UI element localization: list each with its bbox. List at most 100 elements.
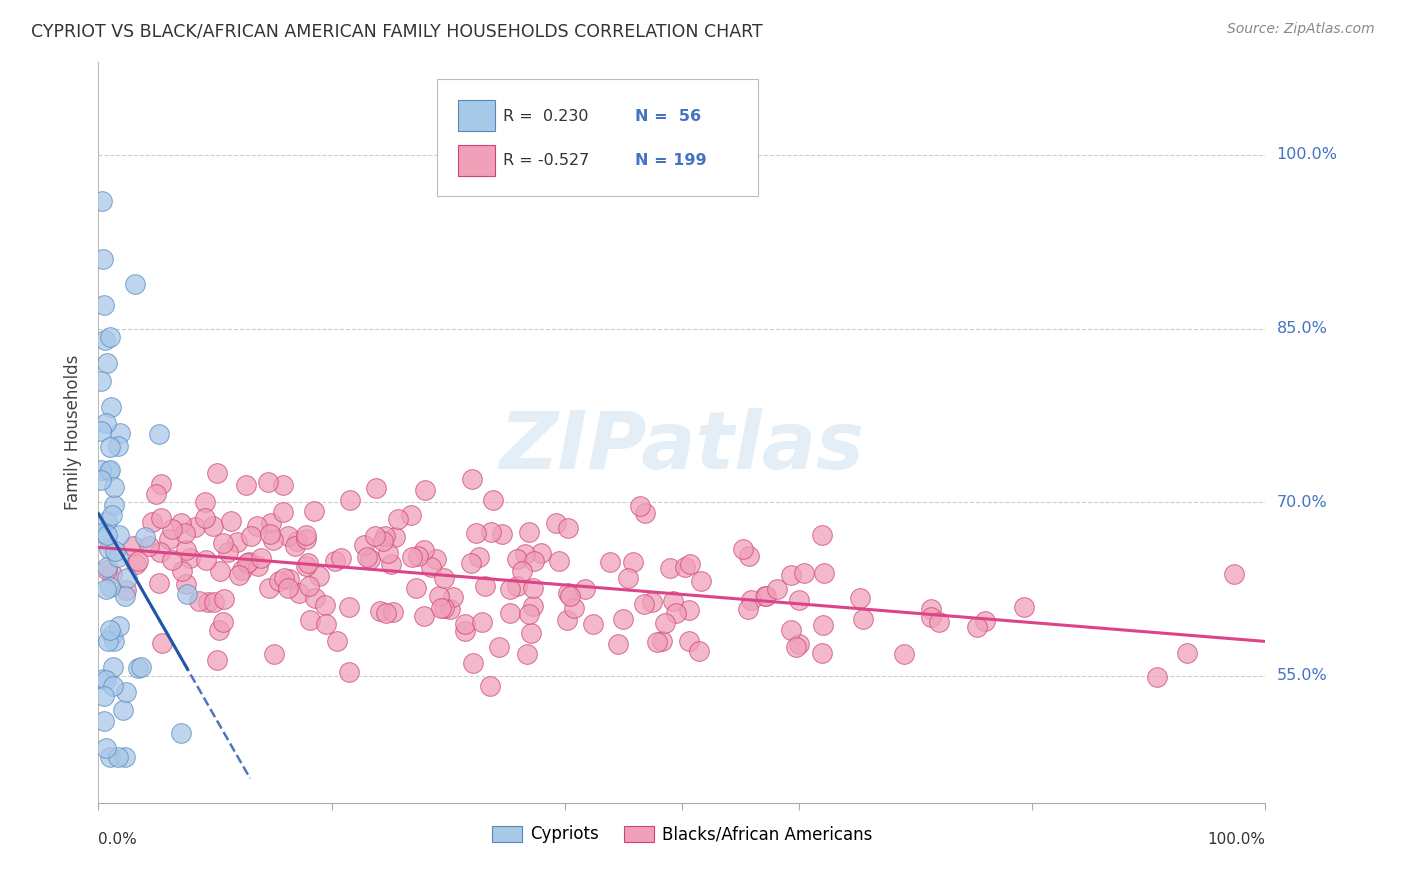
Point: [516, 647, 538, 661]
Point: [149, 545, 172, 559]
Point: [170, 516, 193, 530]
Point: [273, 571, 295, 585]
Point: [249, 550, 271, 565]
Point: [121, 539, 143, 553]
Point: [811, 528, 834, 542]
Y-axis label: Family Households: Family Households: [65, 355, 83, 510]
Point: [427, 589, 450, 603]
Point: [813, 617, 835, 632]
Point: [104, 543, 127, 558]
Point: [633, 506, 655, 520]
Point: [138, 539, 160, 553]
Point: [96, 560, 118, 574]
Point: [314, 598, 336, 612]
Point: [98, 749, 121, 764]
Point: [94, 417, 117, 431]
Point: [633, 598, 655, 612]
Text: 55.0%: 55.0%: [1277, 668, 1327, 683]
Point: [277, 582, 299, 596]
Point: [356, 549, 378, 564]
Point: [368, 604, 391, 618]
Point: [170, 726, 193, 740]
Point: [93, 298, 115, 312]
Point: [326, 633, 349, 648]
Point: [127, 554, 149, 568]
Point: [208, 623, 231, 637]
Point: [558, 590, 581, 604]
Point: [97, 464, 120, 478]
Point: [461, 472, 484, 486]
Point: [235, 478, 257, 492]
Point: [522, 599, 544, 613]
Point: [405, 581, 427, 595]
Point: [387, 512, 409, 526]
Point: [464, 526, 486, 541]
Point: [148, 427, 170, 442]
Point: [98, 463, 121, 477]
Point: [150, 477, 173, 491]
Point: [297, 556, 319, 570]
Point: [380, 557, 402, 571]
Point: [176, 542, 198, 557]
Point: [96, 673, 118, 688]
Point: [621, 555, 644, 569]
Point: [793, 566, 815, 581]
Point: [353, 539, 375, 553]
Point: [499, 606, 522, 620]
Point: [785, 640, 807, 654]
Point: [277, 573, 299, 587]
Point: [217, 544, 239, 558]
Point: [399, 508, 422, 522]
Text: CYPRIOT VS BLACK/AFRICAN AMERICAN FAMILY HOUSEHOLDS CORRELATION CHART: CYPRIOT VS BLACK/AFRICAN AMERICAN FAMILY…: [31, 22, 762, 40]
Point: [101, 627, 124, 641]
Point: [425, 552, 447, 566]
Point: [302, 504, 325, 518]
Text: N =  56: N = 56: [636, 109, 702, 124]
Point: [197, 594, 219, 608]
Point: [966, 620, 988, 634]
Point: [108, 619, 131, 633]
Point: [101, 660, 124, 674]
Point: [91, 526, 114, 541]
Point: [93, 714, 115, 729]
Point: [364, 481, 387, 495]
Point: [212, 592, 235, 607]
Point: [377, 546, 399, 560]
Point: [91, 252, 114, 266]
Point: [96, 356, 118, 370]
Point: [339, 492, 361, 507]
Point: [413, 609, 436, 624]
Point: [419, 560, 441, 574]
Point: [482, 492, 505, 507]
Point: [124, 277, 146, 291]
Point: [430, 600, 453, 615]
Point: [468, 550, 491, 565]
Point: [787, 592, 810, 607]
Point: [754, 589, 776, 603]
Point: [114, 589, 136, 603]
Point: [737, 602, 759, 616]
Point: [183, 519, 205, 533]
Point: [755, 589, 778, 603]
Point: [162, 522, 184, 536]
Point: [101, 508, 124, 522]
Point: [271, 505, 294, 519]
Point: [329, 550, 352, 565]
Point: [141, 516, 163, 530]
Point: [194, 494, 217, 508]
Point: [157, 532, 180, 546]
Point: [374, 529, 396, 543]
Point: [557, 521, 579, 535]
Point: [240, 529, 263, 543]
Point: [246, 519, 269, 533]
Point: [359, 552, 381, 566]
Point: [125, 557, 148, 571]
Point: [96, 528, 118, 542]
Point: [471, 615, 494, 629]
Point: [134, 530, 156, 544]
Point: [645, 635, 668, 649]
Point: [172, 564, 194, 578]
Point: [98, 624, 121, 638]
Point: [678, 634, 700, 648]
Point: [263, 648, 285, 662]
